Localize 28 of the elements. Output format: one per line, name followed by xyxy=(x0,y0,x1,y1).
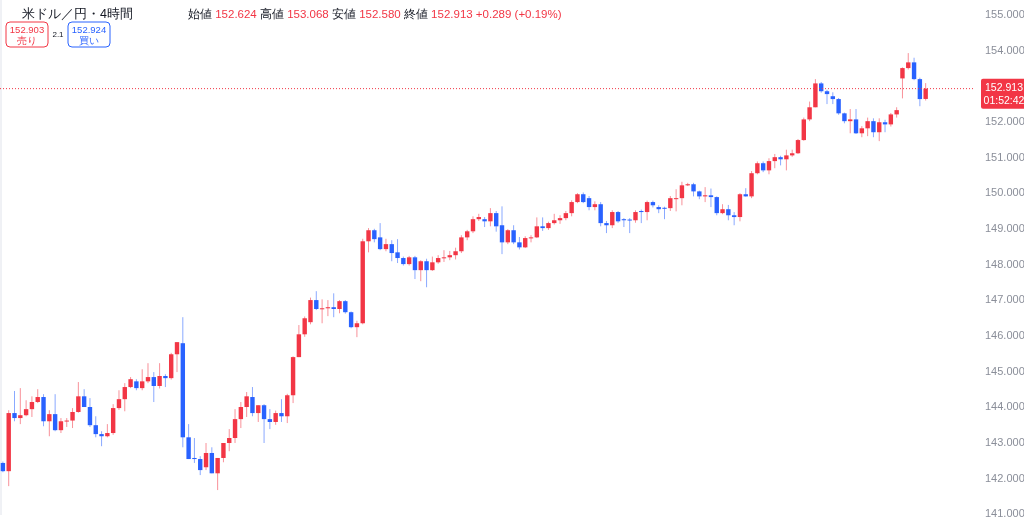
y-tick-label: 145.000 xyxy=(985,364,1024,377)
text: 米ドル／円・4時間 xyxy=(22,7,133,21)
candlestick xyxy=(441,249,447,263)
text: 01:52:42 xyxy=(983,93,1024,106)
y-tick-label: 148.000 xyxy=(985,257,1024,270)
y-tick-label: 144.000 xyxy=(985,400,1024,413)
y-tick-label: 152.000 xyxy=(985,115,1024,128)
y-tick-label: 149.000 xyxy=(985,222,1024,235)
y-tick-label: 154.000 xyxy=(985,43,1024,56)
y-tick-label: 155.000 xyxy=(985,8,1024,21)
annotation: 2.1 xyxy=(52,29,65,39)
ref-line-label: 152.913 xyxy=(985,80,1024,93)
y-tick-label: 147.000 xyxy=(985,293,1024,306)
y-tick-label: 150.000 xyxy=(985,186,1024,199)
y-tick-label: 143.000 xyxy=(985,435,1024,448)
annotation: 152.903 売り xyxy=(9,23,45,46)
candlestick xyxy=(528,234,534,243)
candlestick xyxy=(592,200,598,211)
y-tick-label: 142.000 xyxy=(985,471,1024,484)
text: 始値 152.624 高値 153.068 安値 152.580 終値 152.913 +0.289 (+0.19%) xyxy=(188,8,562,20)
candlestick xyxy=(383,238,389,252)
y-tick-label: 141.000 xyxy=(985,507,1024,520)
candlestick xyxy=(354,320,360,338)
y-tick-label: 146.000 xyxy=(985,329,1024,342)
candlestick xyxy=(627,217,632,234)
candlestick xyxy=(824,89,830,105)
annotation: 152.924 買い xyxy=(71,23,107,46)
y-tick-label: 151.000 xyxy=(985,150,1024,163)
